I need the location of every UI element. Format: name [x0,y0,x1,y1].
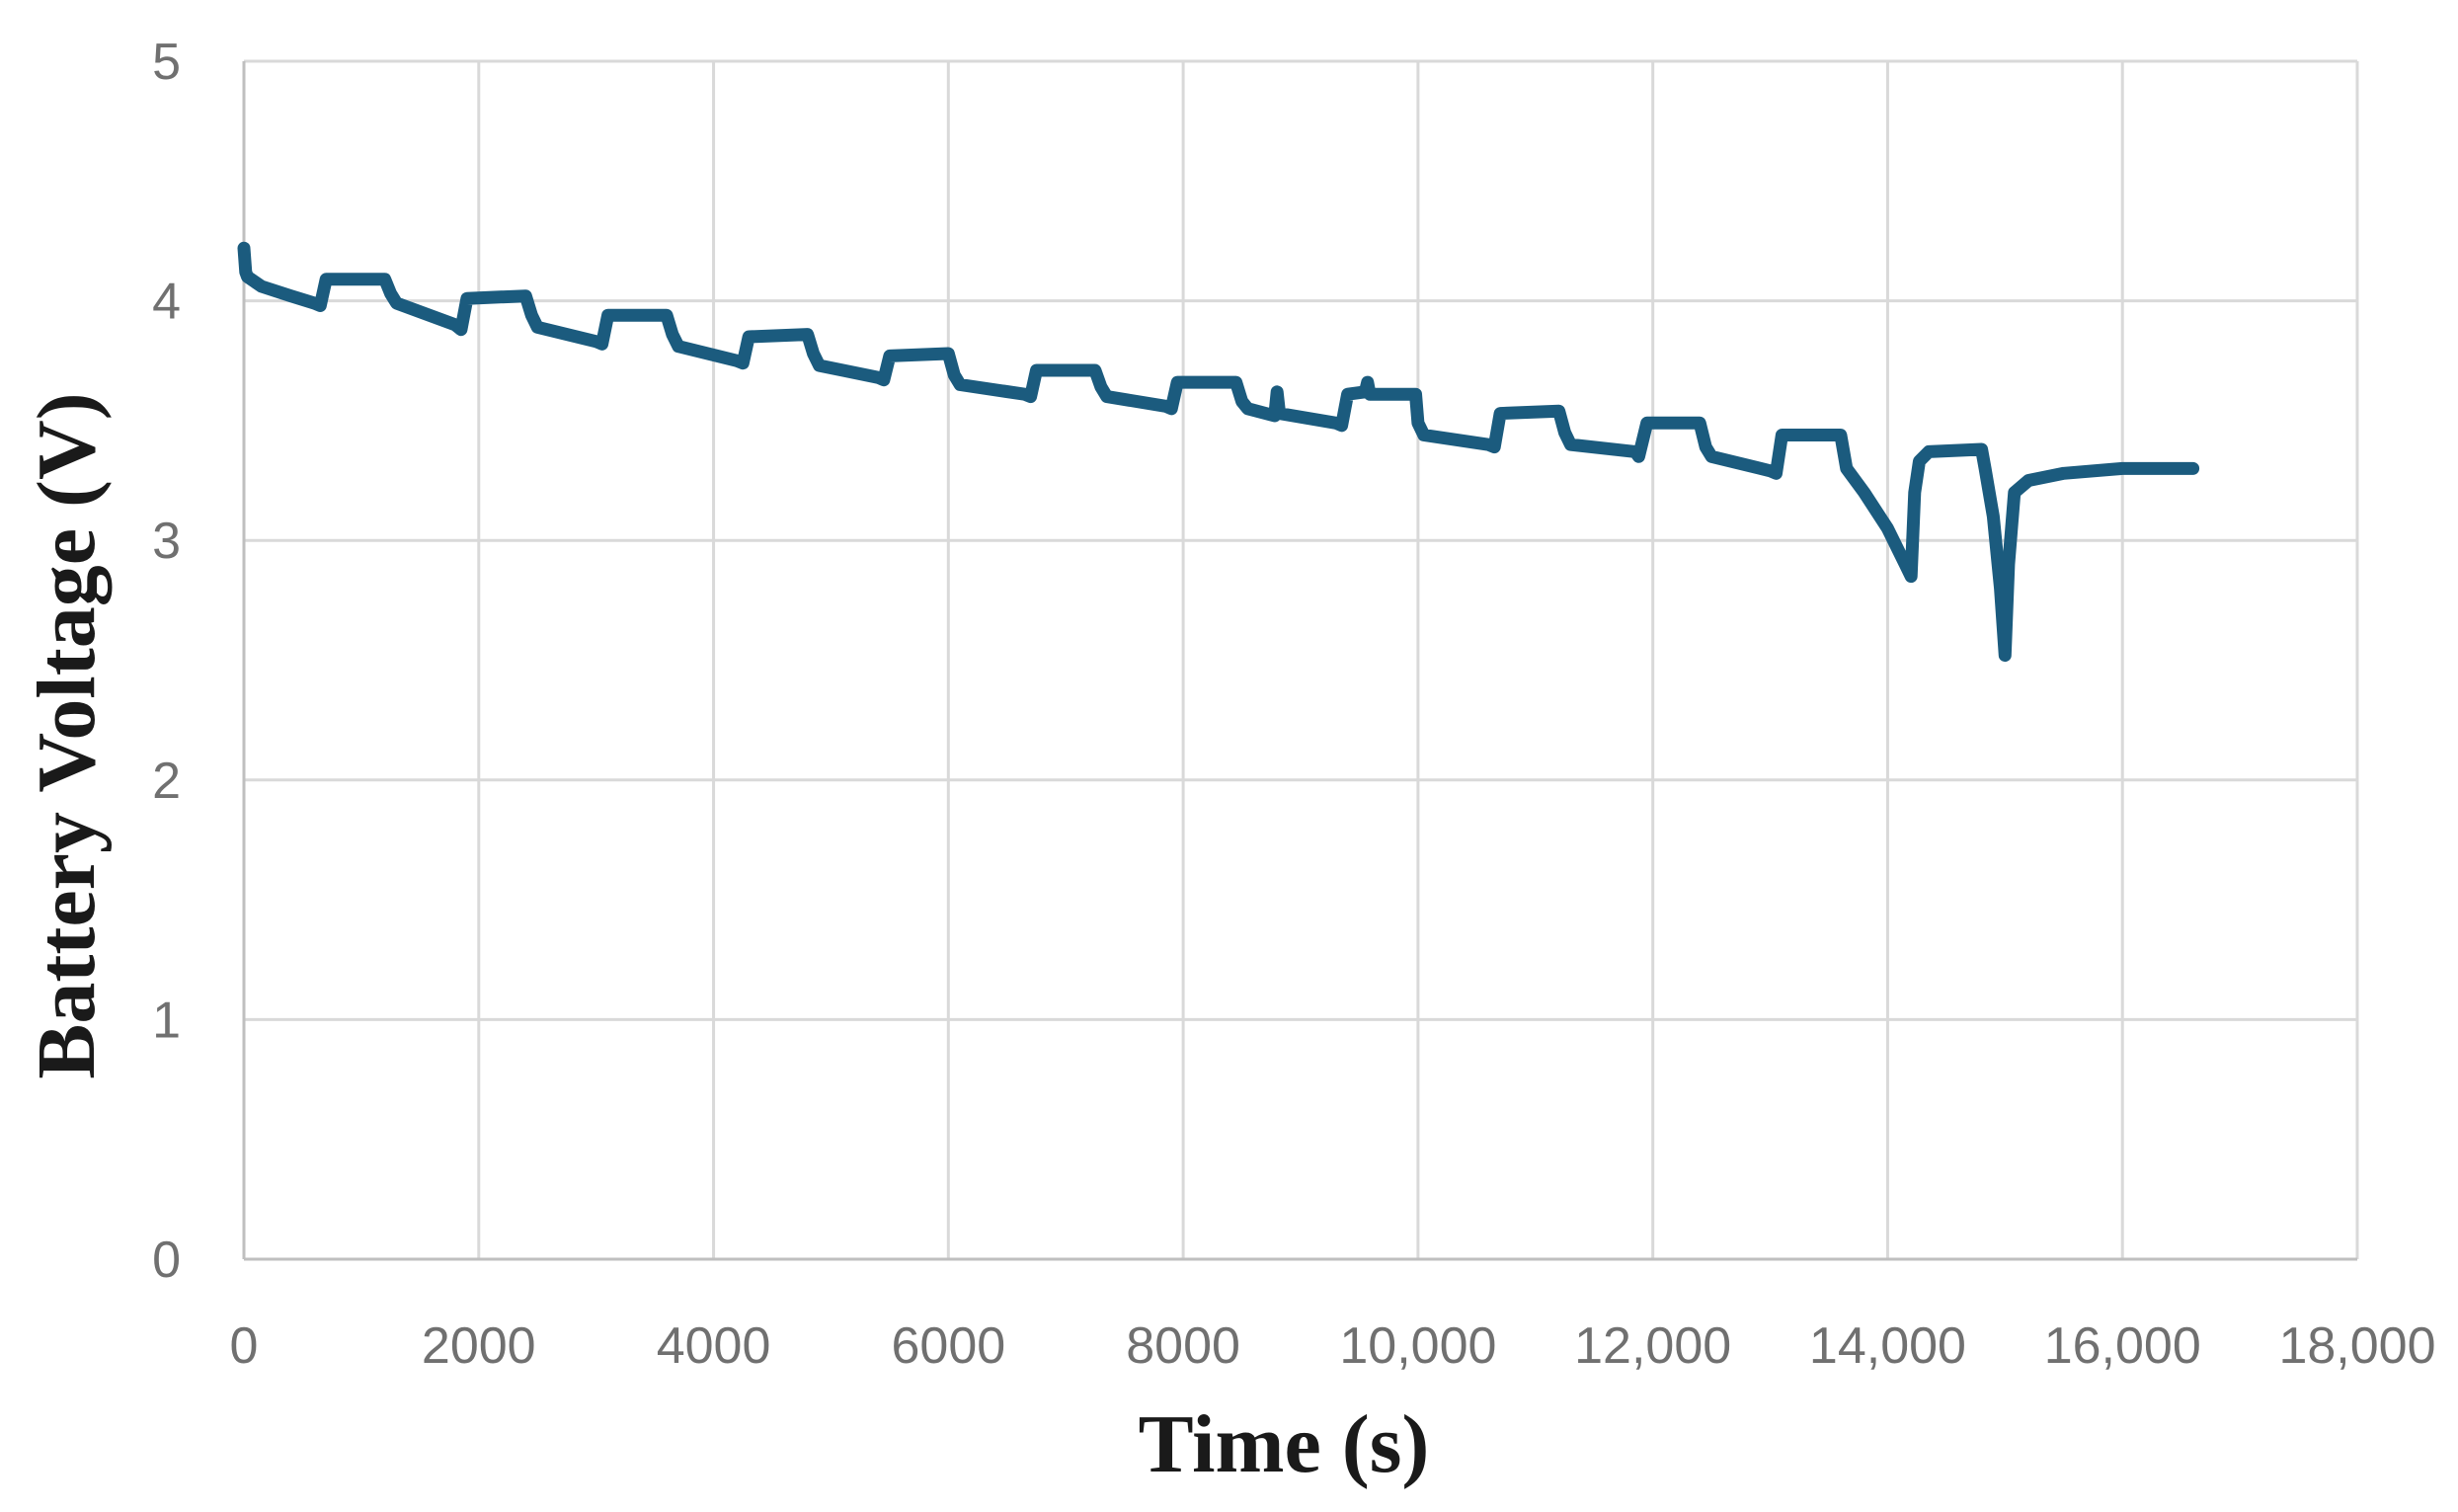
y-tick-label: 5 [152,34,181,91]
x-tick-label: 0 [230,1317,259,1375]
x-tick-labels: 0 2000 4000 6000 8000 10,000 12,000 14,000 16,00… [230,1317,2436,1375]
x-tick-label: 16,000 [2044,1317,2201,1375]
x-tick-label: 4000 [657,1317,771,1375]
y-axis-title: Battery Voltage (V) [21,392,113,1078]
x-tick-label: 12,000 [1574,1317,1731,1375]
x-tick-label: 2000 [422,1317,536,1375]
x-tick-label: 6000 [891,1317,1005,1375]
y-tick-labels: 0 1 2 3 4 5 [152,34,181,1289]
x-tick-label: 18,000 [2278,1317,2435,1375]
x-tick-label: 10,000 [1339,1317,1496,1375]
plot-frame [242,61,2357,1261]
x-tick-label: 14,000 [1809,1317,1966,1375]
y-tick-label: 4 [152,274,181,331]
y-tick-label: 1 [152,992,181,1049]
y-tick-label: 0 [152,1232,181,1289]
voltage-series-line [237,241,2200,663]
x-axis-title: Time (s) [1139,1398,1430,1490]
y-tick-label: 2 [152,753,181,810]
y-tick-label: 3 [152,513,181,570]
x-tick-label: 8000 [1126,1317,1240,1375]
gridlines [242,59,2359,1261]
series-layer [237,241,2200,663]
